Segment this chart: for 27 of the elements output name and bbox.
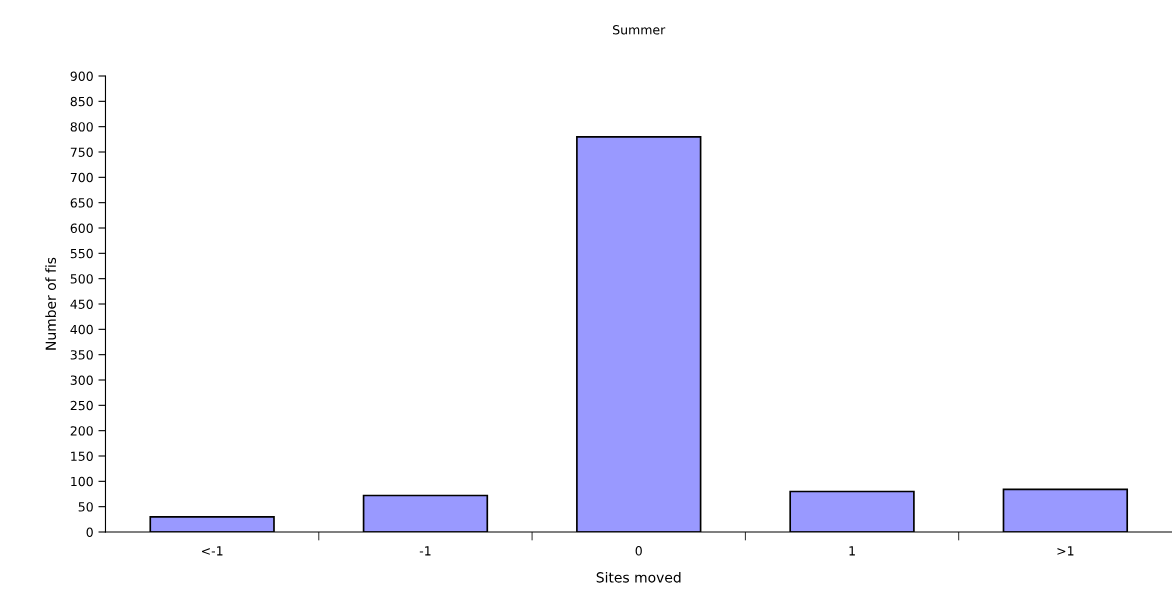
x-tick-label: 1	[849, 546, 855, 556]
y-tick-label: 400	[70, 324, 93, 335]
y-tick-label: 100	[71, 476, 93, 487]
y-tick-label: 500	[70, 274, 93, 284]
y-axis-title: Number of fis	[45, 257, 57, 350]
y-tick-label: 700	[70, 172, 93, 183]
y-tick-label: 300	[70, 375, 93, 385]
x-tick-label: >1	[1057, 546, 1074, 556]
y-tick-label: 650	[70, 198, 93, 208]
x-axis-title: Sites moved	[596, 571, 681, 583]
y-tick-label: 750	[70, 147, 93, 157]
y-tick-label: 900	[70, 71, 93, 81]
x-tick-label: -1	[419, 546, 431, 556]
y-tick-label: 250	[70, 400, 93, 411]
y-tick-label: 600	[70, 223, 93, 233]
y-tick-label: 0	[86, 527, 93, 537]
y-tick-label: 50	[78, 502, 93, 512]
x-tick-label: 0	[635, 546, 642, 556]
chart-title: Summer	[613, 25, 666, 35]
y-tick-label: 200	[70, 426, 93, 436]
y-tick-label: 350	[70, 350, 93, 360]
x-tick-label: <-1	[201, 546, 223, 556]
y-tick-label: 850	[70, 96, 93, 107]
y-tick-label: 550	[70, 248, 93, 259]
y-tick-label: 450	[70, 299, 93, 309]
y-tick-label: 150	[71, 451, 93, 461]
y-tick-label: 800	[70, 122, 93, 132]
